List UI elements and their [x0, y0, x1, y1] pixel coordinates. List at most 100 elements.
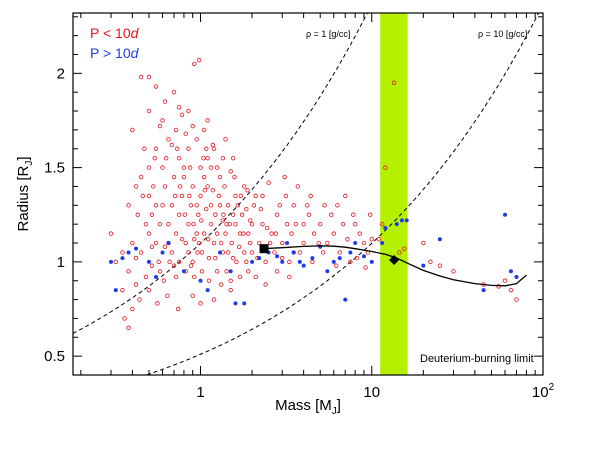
data-point — [120, 250, 125, 255]
data-point — [274, 212, 280, 217]
data-point — [361, 240, 367, 246]
x-axis-title-text: Mass [M — [275, 397, 332, 414]
data-point — [149, 244, 155, 249]
x-tick-label: 102 — [532, 382, 555, 401]
data-point — [173, 274, 179, 280]
data-point — [258, 206, 264, 212]
data-point — [404, 218, 409, 223]
data-point — [348, 250, 353, 255]
data-point — [233, 301, 238, 306]
data-point — [437, 237, 442, 242]
data-point — [369, 259, 374, 264]
data-point — [264, 225, 270, 231]
data-point — [235, 203, 240, 208]
data-point — [230, 255, 236, 261]
data-point — [241, 231, 246, 236]
data-point — [275, 254, 280, 259]
data-point — [126, 203, 131, 208]
data-point — [204, 206, 209, 212]
data-point — [194, 203, 199, 208]
data-point — [285, 241, 290, 246]
data-point — [205, 118, 210, 123]
data-point — [181, 174, 187, 180]
data-point — [173, 231, 179, 236]
data-point — [352, 221, 358, 227]
data-point — [173, 127, 179, 133]
data-point — [192, 61, 197, 67]
data-point — [126, 269, 131, 274]
data-point — [199, 218, 204, 223]
data-point — [237, 274, 243, 280]
y-axis-title-sub: J — [24, 161, 35, 166]
data-point — [277, 203, 282, 208]
y-axis-title: Radius [RJ] — [15, 156, 35, 231]
data-point — [171, 263, 177, 268]
data-point — [242, 301, 247, 306]
data-point — [224, 269, 229, 274]
data-point — [421, 263, 426, 268]
y-tick-label: 2 — [57, 65, 65, 82]
data-point — [421, 240, 426, 246]
data-point — [394, 222, 399, 227]
x-tick-label: 10 — [363, 384, 380, 401]
y-tick-label: 1 — [57, 254, 65, 271]
data-point — [205, 184, 210, 189]
legend-entry-short-period: P < 10d — [90, 25, 140, 41]
data-point — [196, 212, 201, 217]
data-point — [130, 240, 135, 246]
data-point — [263, 259, 268, 265]
data-point — [179, 193, 185, 199]
data-point — [376, 237, 382, 242]
data-point — [247, 218, 253, 223]
data-point — [160, 250, 165, 255]
data-point — [190, 259, 195, 265]
data-point — [133, 282, 139, 287]
data-point — [211, 240, 217, 246]
data-point — [138, 250, 144, 255]
data-point — [508, 269, 513, 274]
data-point — [172, 193, 178, 199]
data-point — [135, 212, 140, 217]
data-point — [179, 112, 185, 118]
data-point — [192, 274, 197, 280]
x-tick-label: 1 — [196, 384, 204, 401]
legend-label-short-period-unit: d — [131, 25, 140, 41]
data-point — [133, 184, 139, 189]
data-point — [137, 297, 142, 302]
data-point — [108, 231, 114, 236]
x-axis-title-end: ] — [337, 397, 341, 414]
data-point — [246, 269, 251, 274]
data-point — [108, 259, 113, 264]
data-point — [280, 259, 285, 264]
data-point — [206, 237, 211, 242]
data-point — [227, 221, 232, 227]
data-point — [451, 269, 456, 274]
y-tick-label: 0.5 — [44, 348, 65, 365]
data-point — [301, 263, 306, 268]
plot-frame — [72, 12, 544, 376]
data-point — [308, 193, 313, 199]
data-point — [199, 250, 205, 255]
data-point — [160, 165, 165, 170]
data-point — [186, 108, 191, 114]
data-point — [329, 212, 334, 217]
data-point — [195, 250, 200, 255]
data-point — [228, 287, 233, 293]
data-point — [345, 237, 350, 242]
data-point — [273, 231, 278, 236]
data-point — [163, 155, 169, 161]
data-point — [198, 193, 203, 199]
data-point — [186, 146, 191, 151]
data-point — [174, 146, 180, 151]
y-axis-title-text: Radius [R — [15, 165, 32, 231]
data-point — [320, 250, 326, 255]
data-point — [146, 259, 151, 264]
data-point — [217, 174, 223, 180]
data-point — [225, 203, 231, 208]
data-point — [201, 155, 206, 161]
data-point — [205, 288, 210, 293]
data-point — [157, 269, 163, 274]
data-point — [232, 174, 237, 180]
data-point — [208, 203, 214, 208]
data-point — [334, 263, 339, 268]
